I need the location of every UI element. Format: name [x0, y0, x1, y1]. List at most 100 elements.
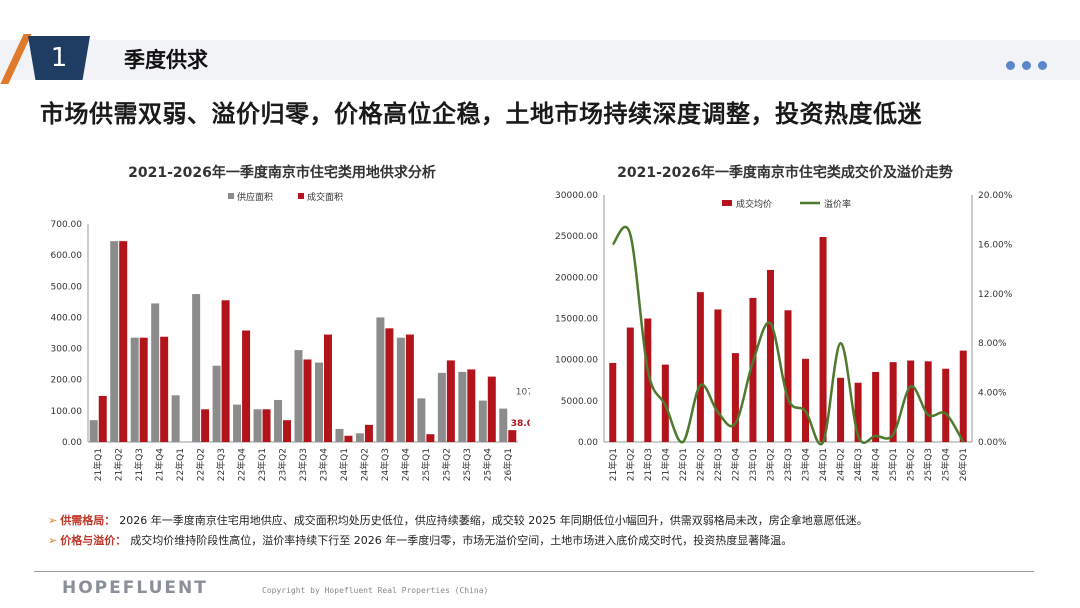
- x-tick-label: 21年Q3: [642, 448, 654, 481]
- bullet-text: 成交均价维持阶段性高位，溢价率持续下行至 2026 年一季度归零，市场无溢价空间…: [130, 534, 793, 547]
- x-tick-label: 25年Q4: [940, 448, 952, 482]
- bar-supply: [396, 337, 405, 442]
- legend-label: 成交面积: [307, 191, 343, 203]
- y-right-tick-label: 4.00%: [978, 389, 1007, 399]
- x-tick-label: 23年Q1: [747, 448, 759, 481]
- data-label-supply: 107.30: [516, 388, 530, 398]
- bar-price: [731, 353, 739, 442]
- legend-label: 成交均价: [736, 198, 772, 210]
- bar-supply: [458, 371, 467, 442]
- footer-divider: [34, 571, 1034, 572]
- more-dots-icon[interactable]: [1006, 55, 1054, 74]
- price-premium-chart: 0.00 5000.00 10000.00 15000.00 20000.00 25000…: [555, 191, 1013, 482]
- y-right-tick-label: 0.00%: [978, 438, 1007, 448]
- bar-price: [907, 360, 915, 442]
- bar-deal: [262, 409, 271, 442]
- bar-supply: [274, 399, 283, 442]
- bar-price: [696, 292, 704, 442]
- y-left-tick-label: 25000.00: [555, 232, 598, 242]
- y-left-tick-label: 20000.00: [555, 273, 598, 283]
- supply-demand-chart: 0.00 100.00 200.00 300.00 400.00 500.00 600.00…: [51, 191, 531, 482]
- bar-deal: [201, 409, 210, 442]
- bar-supply: [437, 372, 446, 442]
- bar-price: [872, 372, 880, 442]
- bar-deal: [242, 330, 251, 442]
- bar-price: [749, 297, 757, 442]
- bar-deal: [98, 395, 107, 442]
- x-tick-label: 25年Q2: [440, 448, 452, 481]
- bullet-label: 价格与溢价：: [60, 534, 127, 547]
- bar-deal: [405, 334, 414, 442]
- bar-supply: [478, 400, 487, 442]
- legend-label: 供应面积: [237, 191, 273, 203]
- x-tick-label: 23年Q2: [764, 448, 776, 481]
- bar-supply: [212, 365, 221, 442]
- bar-price: [819, 236, 827, 442]
- bar-supply: [376, 317, 385, 442]
- x-tick-label: 23年Q2: [277, 448, 289, 481]
- bar-deal: [487, 376, 496, 442]
- x-tick-label: 26年Q1: [502, 448, 514, 481]
- bar-deal: [446, 360, 455, 442]
- x-tick-label: 23年Q4: [800, 448, 812, 482]
- chart2-title: 2021-2026年一季度南京市住宅类成交价及溢价走势: [617, 165, 953, 181]
- bar-supply: [171, 395, 180, 442]
- y-right-tick-label: 16.00%: [978, 240, 1013, 250]
- x-tick-label: 23年Q1: [256, 448, 268, 481]
- data-label-deal: 38.06: [511, 419, 530, 429]
- bullet-text: 2026 年一季度南京住宅用地供应、成交面积均处历史低位，供应持续萎缩，成交较 …: [119, 514, 868, 527]
- legend-swatch-price: [722, 200, 732, 206]
- arrow-icon: ➢: [48, 514, 58, 527]
- bar-price: [959, 350, 967, 442]
- x-tick-label: 24年Q4: [399, 448, 411, 482]
- brand-logo: HOPEFLUENT: [62, 578, 208, 598]
- bar-deal: [364, 424, 373, 442]
- bar-supply: [130, 337, 139, 442]
- bar-price: [802, 358, 810, 442]
- x-tick-label: 22年Q4: [729, 448, 741, 482]
- page-headline: 市场供需双弱、溢价归零，价格高位企稳，土地市场持续深度调整，投资热度低迷: [40, 100, 922, 128]
- y-left-tick-label: 15000.00: [555, 315, 598, 325]
- bar-deal: [119, 241, 128, 442]
- bar-supply: [89, 420, 98, 442]
- header-band: [0, 40, 1080, 80]
- bar-deal: [344, 435, 353, 442]
- x-tick-label: 22年Q1: [174, 448, 186, 481]
- bar-price: [854, 382, 862, 442]
- x-tick-label: 21年Q2: [624, 448, 636, 481]
- y-tick-label: 300.00: [51, 345, 83, 355]
- copyright-text: Copyright by Hopefluent Real Properties …: [262, 586, 489, 595]
- x-tick-label: 25年Q1: [420, 448, 432, 481]
- x-tick-label: 22年Q2: [195, 448, 207, 481]
- bar-supply: [233, 404, 242, 442]
- x-tick-label: 26年Q1: [957, 448, 969, 481]
- chart1-title: 2021-2026年一季度南京市住宅类用地供求分析: [128, 165, 436, 181]
- y-tick-label: 600.00: [51, 251, 83, 261]
- bar-supply: [499, 408, 508, 442]
- bar-price: [942, 368, 950, 442]
- bullet-supply-demand: ➢ 供需格局： 2026 年一季度南京住宅用地供应、成交面积均处历史低位，供应持续萎…: [48, 512, 868, 528]
- section-number: 1: [50, 43, 68, 73]
- x-tick-label: 23年Q4: [317, 448, 329, 482]
- x-tick-label: 21年Q2: [113, 448, 125, 481]
- bullet-label: 供需格局：: [60, 514, 116, 527]
- x-tick-label: 24年Q4: [870, 448, 882, 482]
- x-tick-label: 24年Q1: [338, 448, 350, 481]
- y-right-tick-label: 20.00%: [978, 191, 1013, 201]
- x-tick-label: 25年Q2: [905, 448, 917, 481]
- bar-supply: [314, 362, 323, 442]
- y-right-tick-label: 8.00%: [978, 339, 1007, 349]
- x-tick-label: 25年Q3: [461, 448, 473, 481]
- bar-price: [644, 318, 652, 442]
- bar-price: [609, 362, 617, 442]
- x-tick-label: 25年Q1: [887, 448, 899, 481]
- y-tick-label: 700.00: [51, 220, 83, 230]
- bar-deal: [283, 420, 292, 442]
- x-tick-label: 24年Q2: [835, 448, 847, 481]
- y-left-tick-label: 5000.00: [561, 397, 598, 407]
- x-tick-label: 21年Q1: [607, 448, 619, 481]
- bar-deal: [508, 430, 517, 442]
- bar-supply: [417, 398, 426, 442]
- bar-supply: [294, 350, 303, 442]
- bar-deal: [221, 300, 230, 442]
